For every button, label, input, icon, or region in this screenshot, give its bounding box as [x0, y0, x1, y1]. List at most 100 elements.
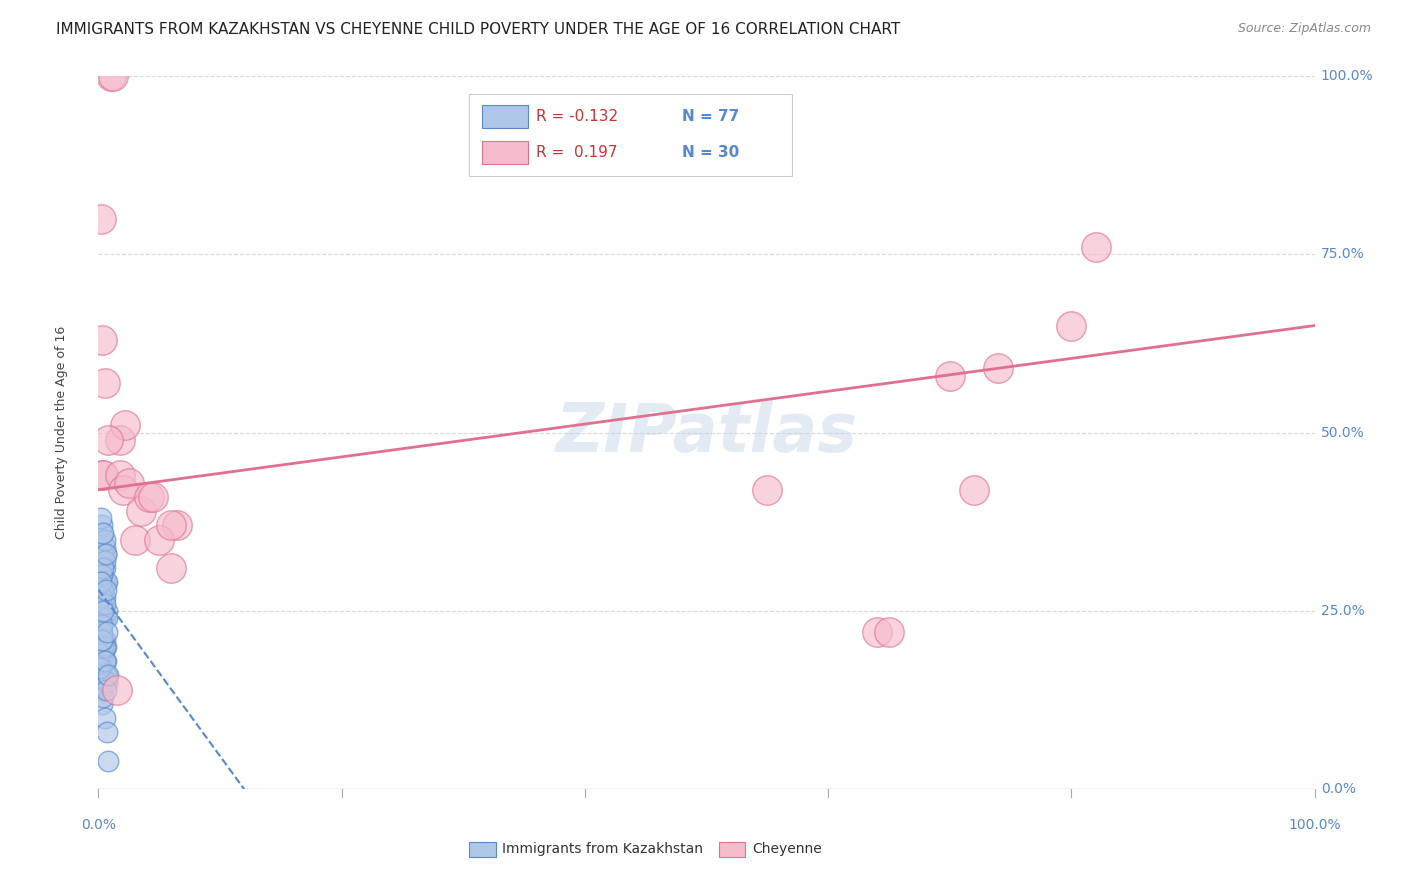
FancyBboxPatch shape	[470, 94, 792, 176]
Point	[94, 668, 117, 682]
Point	[91, 561, 114, 575]
Point	[94, 547, 117, 561]
Point	[91, 654, 114, 668]
Point	[91, 618, 114, 632]
Point	[91, 518, 114, 533]
Point	[89, 647, 111, 661]
Point	[97, 433, 120, 447]
Point	[93, 711, 115, 725]
Text: R = -0.132: R = -0.132	[536, 109, 619, 124]
Point	[866, 625, 889, 640]
Point	[94, 682, 117, 697]
Point	[91, 661, 114, 675]
Point	[91, 697, 114, 711]
Point	[91, 590, 114, 604]
Text: N = 77: N = 77	[682, 109, 740, 124]
Point	[963, 483, 986, 497]
Point	[90, 582, 112, 597]
Point	[93, 654, 115, 668]
Text: Immigrants from Kazakhstan: Immigrants from Kazakhstan	[502, 842, 703, 855]
Point	[118, 475, 141, 490]
Point	[90, 625, 112, 640]
Point	[91, 625, 114, 640]
Point	[939, 368, 962, 383]
Point	[111, 483, 134, 497]
Point	[94, 582, 117, 597]
Point	[93, 533, 115, 547]
Point	[91, 468, 114, 483]
Text: N = 30: N = 30	[682, 145, 740, 161]
Text: 100.0%: 100.0%	[1288, 818, 1341, 832]
Text: Child Poverty Under the Age of 16: Child Poverty Under the Age of 16	[55, 326, 69, 540]
Point	[91, 568, 114, 582]
Point	[91, 590, 114, 604]
Point	[93, 640, 115, 654]
Point	[987, 361, 1010, 376]
Text: 25.0%: 25.0%	[1320, 604, 1364, 618]
Point	[93, 561, 115, 575]
Text: ZIPatlas: ZIPatlas	[555, 400, 858, 466]
Point	[91, 468, 114, 483]
Point	[90, 568, 112, 582]
Point	[877, 625, 900, 640]
Point	[148, 533, 170, 547]
Point	[89, 661, 111, 675]
Point	[91, 640, 114, 654]
Point	[93, 575, 115, 590]
Point	[91, 604, 114, 618]
Point	[90, 211, 112, 226]
Point	[91, 604, 114, 618]
Point	[89, 675, 111, 690]
Point	[90, 618, 112, 632]
Point	[91, 632, 114, 647]
Point	[91, 333, 114, 347]
Point	[96, 675, 118, 690]
FancyBboxPatch shape	[481, 142, 527, 164]
Point	[114, 418, 136, 433]
Point	[96, 725, 118, 739]
Point	[90, 597, 112, 611]
Text: 75.0%: 75.0%	[1320, 247, 1364, 261]
Point	[100, 69, 122, 83]
Point	[91, 604, 114, 618]
Point	[110, 468, 132, 483]
Text: 0.0%: 0.0%	[1320, 782, 1355, 797]
Text: Source: ZipAtlas.com: Source: ZipAtlas.com	[1237, 22, 1371, 36]
Point	[89, 611, 111, 625]
Text: 100.0%: 100.0%	[1320, 69, 1374, 83]
Point	[96, 668, 118, 682]
Point	[93, 632, 115, 647]
Point	[94, 654, 117, 668]
FancyBboxPatch shape	[718, 841, 745, 857]
Point	[91, 597, 114, 611]
Point	[90, 625, 112, 640]
Point	[93, 376, 115, 390]
Point	[160, 518, 183, 533]
FancyBboxPatch shape	[470, 841, 496, 857]
Point	[89, 582, 111, 597]
Point	[94, 640, 117, 654]
Point	[96, 625, 118, 640]
Text: 0.0%: 0.0%	[82, 818, 115, 832]
Point	[91, 568, 114, 582]
Point	[93, 540, 115, 554]
Point	[89, 561, 111, 575]
Point	[91, 597, 114, 611]
Point	[105, 682, 128, 697]
Point	[89, 618, 111, 632]
Point	[91, 525, 114, 540]
Point	[91, 554, 114, 568]
Point	[97, 668, 120, 682]
Point	[91, 647, 114, 661]
Point	[93, 611, 115, 625]
Text: IMMIGRANTS FROM KAZAKHSTAN VS CHEYENNE CHILD POVERTY UNDER THE AGE OF 16 CORRELA: IMMIGRANTS FROM KAZAKHSTAN VS CHEYENNE C…	[56, 22, 900, 37]
Point	[101, 69, 124, 83]
Point	[91, 690, 114, 704]
Point	[93, 590, 115, 604]
Point	[166, 518, 188, 533]
Point	[129, 504, 152, 518]
Point	[160, 561, 183, 575]
Point	[90, 511, 112, 525]
Point	[1060, 318, 1083, 333]
Point	[91, 682, 114, 697]
